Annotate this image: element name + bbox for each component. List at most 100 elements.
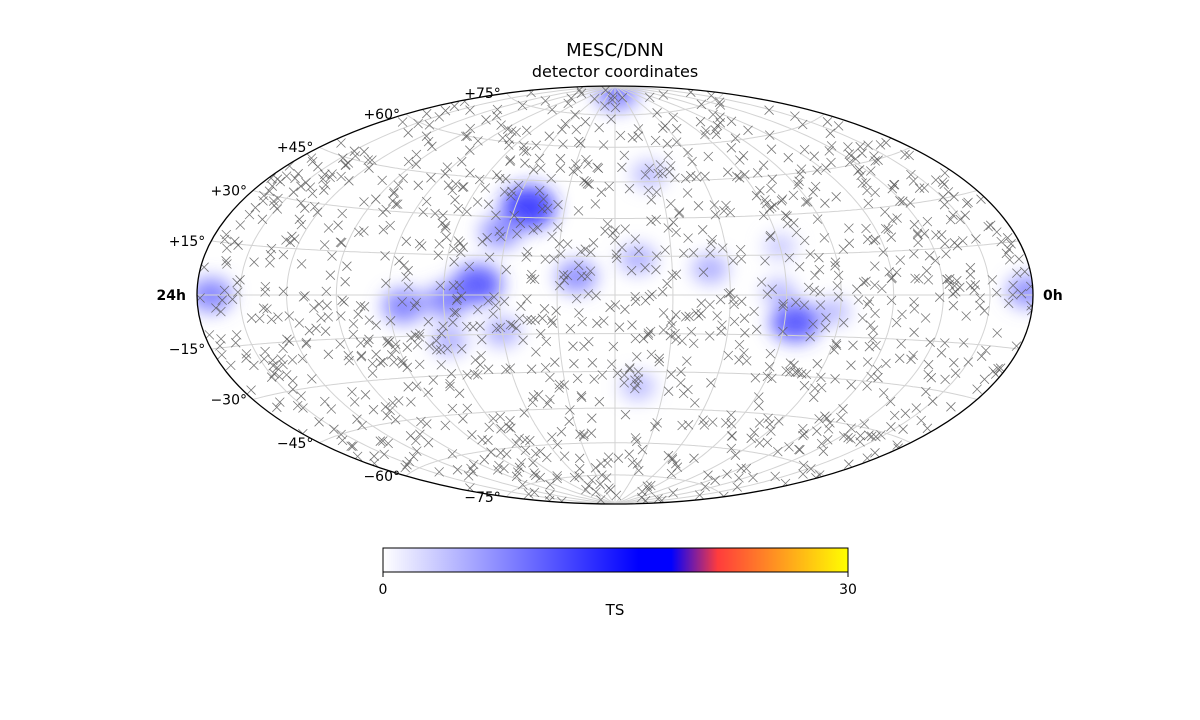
event-marker bbox=[392, 199, 403, 209]
event-marker bbox=[663, 450, 674, 461]
event-marker bbox=[514, 462, 525, 473]
event-marker bbox=[254, 313, 265, 324]
event-marker bbox=[483, 199, 494, 209]
event-marker bbox=[1001, 248, 1012, 259]
event-marker bbox=[412, 340, 423, 350]
event-marker bbox=[738, 150, 749, 161]
event-marker bbox=[552, 439, 563, 450]
event-marker bbox=[268, 196, 279, 206]
event-marker bbox=[940, 374, 950, 385]
event-marker bbox=[257, 214, 268, 225]
event-marker bbox=[410, 330, 421, 340]
event-marker bbox=[958, 236, 968, 246]
event-marker bbox=[562, 270, 573, 281]
event-marker bbox=[861, 178, 871, 188]
grid-meridian bbox=[614, 86, 674, 504]
event-marker bbox=[740, 169, 750, 180]
event-marker bbox=[336, 311, 346, 321]
event-marker bbox=[576, 246, 586, 257]
event-marker bbox=[833, 121, 844, 131]
event-marker bbox=[468, 459, 479, 470]
event-marker bbox=[665, 161, 676, 171]
event-marker bbox=[1002, 233, 1013, 243]
event-marker bbox=[704, 331, 715, 341]
event-marker bbox=[886, 422, 896, 432]
event-marker bbox=[323, 349, 334, 360]
event-marker bbox=[650, 135, 661, 146]
event-marker bbox=[619, 370, 630, 380]
event-marker bbox=[680, 173, 691, 184]
event-marker bbox=[682, 356, 692, 366]
event-marker bbox=[646, 480, 656, 491]
colorbar-gradient bbox=[382, 547, 849, 573]
event-marker bbox=[741, 356, 752, 366]
event-marker bbox=[668, 488, 678, 498]
event-marker bbox=[831, 192, 841, 202]
event-marker bbox=[801, 369, 812, 380]
event-marker bbox=[696, 99, 707, 110]
event-marker bbox=[945, 214, 956, 225]
event-marker bbox=[217, 295, 227, 305]
event-marker bbox=[596, 187, 607, 197]
event-marker bbox=[587, 475, 597, 485]
event-marker bbox=[651, 214, 661, 225]
event-marker bbox=[307, 374, 317, 384]
event-marker bbox=[495, 322, 506, 333]
event-marker bbox=[250, 202, 261, 213]
event-marker bbox=[605, 302, 615, 313]
event-marker bbox=[961, 311, 971, 321]
event-marker bbox=[1008, 280, 1018, 291]
event-marker bbox=[857, 148, 867, 158]
event-marker bbox=[700, 171, 710, 182]
event-marker bbox=[319, 185, 329, 195]
event-marker bbox=[866, 166, 876, 176]
event-marker bbox=[421, 108, 432, 119]
event-marker bbox=[709, 200, 720, 210]
event-marker bbox=[912, 229, 923, 240]
event-marker bbox=[590, 463, 601, 473]
event-marker bbox=[501, 449, 512, 459]
event-marker bbox=[431, 335, 442, 346]
event-marker bbox=[445, 378, 455, 389]
event-marker bbox=[710, 209, 721, 220]
event-marker bbox=[1014, 254, 1024, 264]
event-marker bbox=[900, 149, 910, 160]
event-marker bbox=[988, 366, 998, 376]
event-marker bbox=[752, 168, 763, 178]
event-marker bbox=[292, 400, 303, 411]
event-marker bbox=[269, 368, 279, 379]
event-marker bbox=[456, 247, 466, 258]
event-marker bbox=[863, 140, 873, 150]
event-marker bbox=[691, 172, 702, 182]
event-marker bbox=[652, 108, 662, 118]
event-marker bbox=[844, 223, 854, 233]
event-marker bbox=[400, 462, 410, 473]
event-marker bbox=[356, 351, 367, 362]
event-marker bbox=[554, 383, 564, 393]
event-marker bbox=[473, 136, 483, 146]
event-marker bbox=[812, 165, 822, 176]
event-marker bbox=[605, 485, 616, 495]
event-marker bbox=[418, 207, 428, 217]
event-marker bbox=[545, 394, 555, 405]
event-marker bbox=[949, 191, 959, 202]
event-marker bbox=[272, 362, 282, 373]
event-marker bbox=[816, 372, 826, 383]
event-marker bbox=[698, 267, 709, 277]
event-marker bbox=[296, 181, 306, 192]
event-marker bbox=[810, 383, 820, 394]
event-marker bbox=[693, 201, 704, 211]
event-marker bbox=[600, 226, 610, 236]
event-marker bbox=[617, 162, 627, 173]
event-marker bbox=[908, 176, 919, 186]
event-marker bbox=[683, 233, 693, 243]
event-marker bbox=[667, 320, 677, 331]
event-marker bbox=[898, 196, 908, 207]
event-marker bbox=[886, 232, 897, 242]
event-marker bbox=[547, 104, 557, 115]
event-marker bbox=[814, 414, 824, 424]
event-marker bbox=[379, 449, 389, 460]
event-marker bbox=[397, 117, 408, 127]
event-marker bbox=[563, 98, 573, 109]
event-marker bbox=[496, 424, 506, 434]
